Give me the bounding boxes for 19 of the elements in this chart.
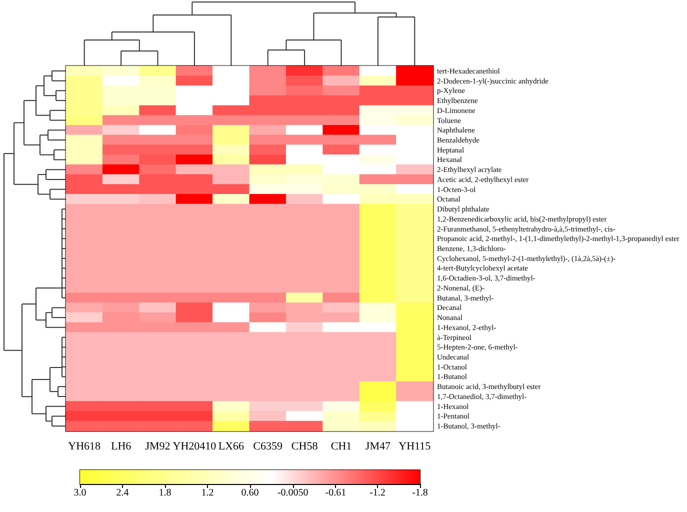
color-bar-label: 2.4 xyxy=(116,488,129,498)
x-tick-label: CH1 xyxy=(330,440,352,452)
color-bar-label: -0.0050 xyxy=(277,488,308,498)
x-tick-label: YH20410 xyxy=(172,440,217,452)
color-bar-label: 1.2 xyxy=(201,488,214,498)
x-tick-label: LH6 xyxy=(110,440,132,452)
color-bar-label: -1.2 xyxy=(370,488,386,498)
x-tick-label: JM47 xyxy=(365,440,391,452)
x-tick-label: CH58 xyxy=(291,440,318,452)
x-tick-label: YH618 xyxy=(68,440,102,452)
color-bar-label: -1.8 xyxy=(412,488,428,498)
x-tick-label: C6359 xyxy=(253,440,284,452)
color-bar-label: 1.8 xyxy=(158,488,172,498)
x-tick-label: YH115 xyxy=(398,440,432,452)
x-tick-label: JM92 xyxy=(145,440,170,452)
color-bar-label: -0.61 xyxy=(325,488,346,498)
color-bar-label: 0.60 xyxy=(241,488,259,498)
x-tick-label: LX66 xyxy=(218,440,244,452)
color-bar-label: 3.0 xyxy=(74,488,86,498)
